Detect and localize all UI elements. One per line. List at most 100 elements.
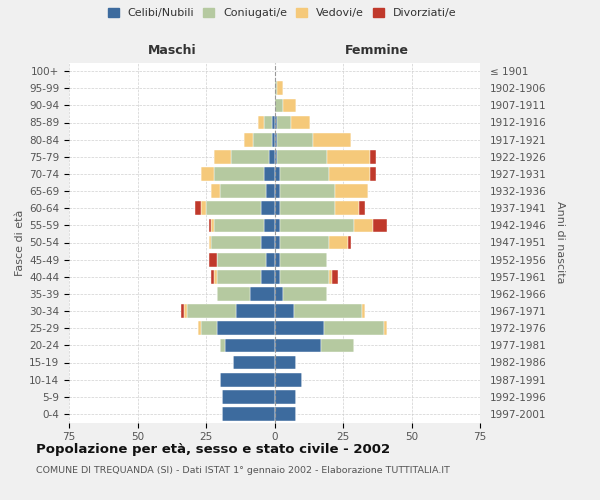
Bar	[266, 253, 275, 266]
Bar	[275, 407, 296, 421]
Bar	[370, 150, 376, 164]
Bar	[275, 253, 280, 266]
Bar	[324, 322, 384, 335]
Bar	[277, 82, 283, 95]
Bar	[236, 304, 275, 318]
Bar	[272, 133, 275, 146]
Bar	[280, 167, 329, 181]
Bar	[291, 116, 310, 130]
Bar	[373, 218, 387, 232]
Bar	[220, 338, 225, 352]
Bar	[277, 133, 313, 146]
Bar	[275, 236, 280, 250]
Y-axis label: Fasce di età: Fasce di età	[15, 210, 25, 276]
Bar	[277, 116, 291, 130]
Bar	[211, 236, 261, 250]
Bar	[329, 167, 370, 181]
Bar	[214, 218, 263, 232]
Bar	[275, 287, 283, 301]
Bar	[214, 167, 263, 181]
Bar	[223, 390, 275, 404]
Bar	[181, 304, 184, 318]
Bar	[206, 202, 261, 215]
Bar	[272, 116, 275, 130]
Bar	[209, 236, 211, 250]
Bar	[261, 202, 275, 215]
Text: Popolazione per età, sesso e stato civile - 2002: Popolazione per età, sesso e stato civil…	[36, 442, 390, 456]
Bar	[275, 356, 296, 370]
Text: COMUNE DI TREQUANDA (SI) - Dati ISTAT 1° gennaio 2002 - Elaborazione TUTTITALIA.: COMUNE DI TREQUANDA (SI) - Dati ISTAT 1°…	[36, 466, 450, 475]
Bar	[263, 218, 275, 232]
Bar	[275, 116, 277, 130]
Bar	[211, 184, 220, 198]
Bar	[269, 150, 275, 164]
Text: Femmine: Femmine	[345, 44, 409, 58]
Bar	[349, 236, 351, 250]
Bar	[332, 270, 338, 283]
Bar	[321, 338, 354, 352]
Bar	[275, 218, 280, 232]
Bar	[275, 322, 324, 335]
Bar	[200, 202, 206, 215]
Bar	[329, 270, 332, 283]
Bar	[275, 98, 283, 112]
Bar	[275, 304, 293, 318]
Bar	[214, 150, 230, 164]
Bar	[200, 167, 214, 181]
Y-axis label: Anni di nascita: Anni di nascita	[555, 201, 565, 284]
Bar	[217, 253, 266, 266]
Bar	[275, 373, 302, 386]
Bar	[370, 167, 376, 181]
Bar	[275, 390, 296, 404]
Bar	[211, 218, 214, 232]
Bar	[277, 150, 326, 164]
Bar	[326, 150, 370, 164]
Bar	[195, 202, 200, 215]
Bar	[250, 287, 275, 301]
Legend: Celibi/Nubili, Coniugati/e, Vedovi/e, Divorziati/e: Celibi/Nubili, Coniugati/e, Vedovi/e, Di…	[106, 6, 458, 20]
Bar	[283, 98, 296, 112]
Bar	[275, 202, 280, 215]
Bar	[220, 184, 266, 198]
Bar	[280, 236, 329, 250]
Bar	[354, 218, 373, 232]
Bar	[187, 304, 236, 318]
Bar	[209, 218, 211, 232]
Bar	[275, 184, 280, 198]
Bar	[209, 253, 217, 266]
Bar	[217, 322, 275, 335]
Bar	[335, 202, 359, 215]
Bar	[359, 202, 365, 215]
Bar	[329, 236, 349, 250]
Bar	[217, 270, 261, 283]
Bar	[280, 270, 329, 283]
Bar	[217, 287, 250, 301]
Bar	[211, 270, 214, 283]
Bar	[244, 133, 253, 146]
Bar	[198, 322, 200, 335]
Bar	[263, 116, 272, 130]
Bar	[280, 253, 326, 266]
Bar	[261, 236, 275, 250]
Bar	[280, 218, 354, 232]
Bar	[233, 356, 275, 370]
Bar	[214, 270, 217, 283]
Bar	[220, 373, 275, 386]
Text: Maschi: Maschi	[148, 44, 196, 58]
Bar	[275, 167, 280, 181]
Bar	[258, 116, 263, 130]
Bar	[280, 202, 335, 215]
Bar	[263, 167, 275, 181]
Bar	[266, 184, 275, 198]
Bar	[335, 184, 368, 198]
Bar	[275, 82, 277, 95]
Bar	[293, 304, 362, 318]
Bar	[275, 338, 321, 352]
Bar	[313, 133, 351, 146]
Bar	[280, 184, 335, 198]
Bar	[230, 150, 269, 164]
Bar	[384, 322, 387, 335]
Bar	[200, 322, 217, 335]
Bar	[253, 133, 272, 146]
Bar	[362, 304, 365, 318]
